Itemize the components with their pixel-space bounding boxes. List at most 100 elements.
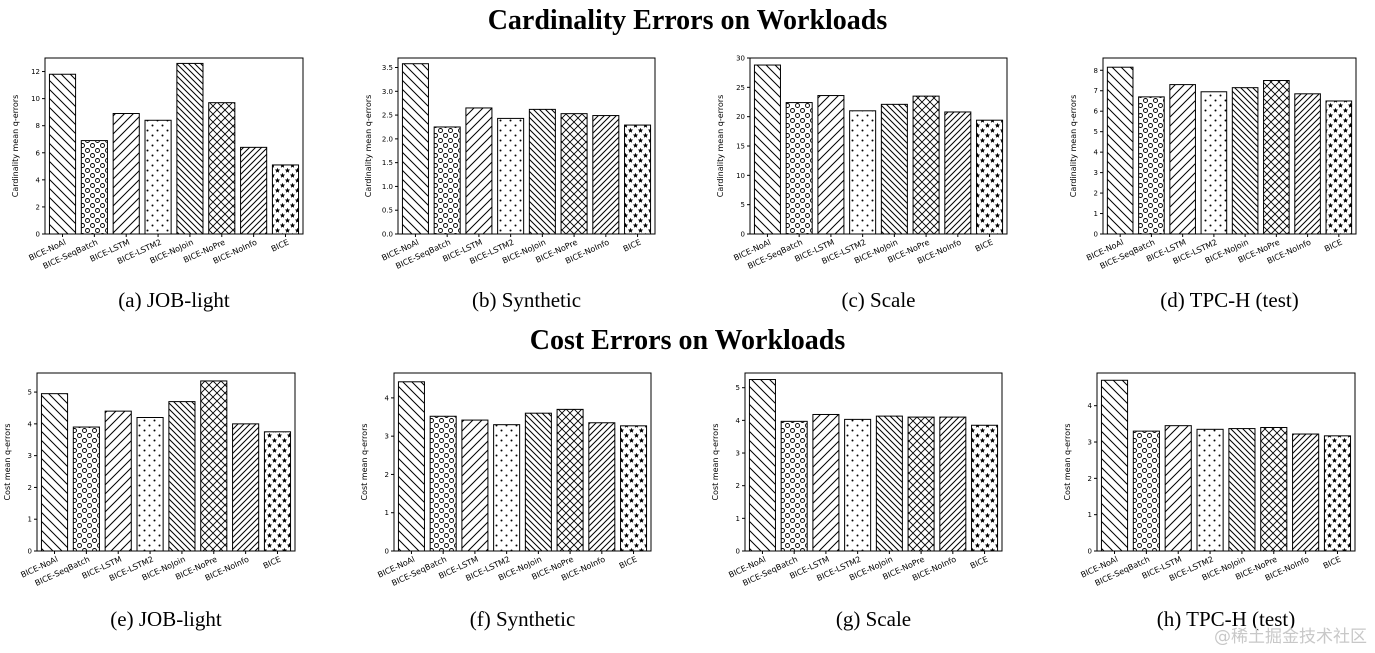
bar-chart: 012345678BICE-NoAlBICE-SeqBatchBICE-LSTM… <box>1069 57 1357 271</box>
bar-bice-seqbatch <box>429 415 457 552</box>
y-axis-label: Cardinality mean q-errors <box>716 95 725 198</box>
plot-frame <box>393 372 652 552</box>
y-tick-label: 4 <box>385 394 390 402</box>
y-tick-label: 3 <box>736 450 740 458</box>
bar-bice-noal <box>1100 379 1129 552</box>
subfigure-caption: (h) TPC-H (test) <box>1156 607 1296 631</box>
bar-bice <box>620 425 648 552</box>
bar-bice-seqbatch <box>80 140 108 235</box>
y-tick-label: 0.5 <box>382 207 393 215</box>
bar-bice <box>1323 435 1352 552</box>
chart-panel: 0.0 0.5 1.0 1.5 2.0 2.5 3.0 3.5 BICE-NoAl BICE-Se… <box>364 57 656 271</box>
plot-frame <box>44 57 304 235</box>
y-tick-label: 5 <box>736 384 740 392</box>
x-tick-label: BICE <box>262 555 283 571</box>
plot-frame <box>1096 372 1356 552</box>
subfigure-caption: (g) Scale <box>835 607 912 631</box>
y-tick-label: 6 <box>1094 108 1099 116</box>
y-tick-label: 2 <box>1088 475 1092 483</box>
bar-bice-nojoin <box>176 62 204 235</box>
bar-bice-seqbatch <box>780 420 808 552</box>
bar-bice-lstm <box>461 419 489 552</box>
y-tick-label: 5 <box>741 201 745 209</box>
bar-bice <box>624 124 652 235</box>
bar-bice-nojoin <box>875 415 903 552</box>
bar-bice-lstm <box>1169 84 1196 235</box>
y-tick-label: 1 <box>1094 210 1098 218</box>
y-tick-label: 2.5 <box>382 112 393 120</box>
y-tick-label: 8 <box>1094 67 1098 75</box>
plot-frame <box>744 372 1003 552</box>
chart-panel: 0 1 2 3 4 BICE-NoAl BICE-SeqBatch BICE-LSTM BICE… <box>1063 372 1356 588</box>
bar-chart: 01234BICE-NoAlBICE-SeqBatchBICE-LSTMBICE… <box>1063 372 1356 588</box>
plot-frame <box>36 372 296 552</box>
y-tick-label: 2 <box>28 484 32 492</box>
bar-bice-noal <box>401 63 429 235</box>
bar-bice-nojoin <box>528 108 556 235</box>
y-tick-label: 3 <box>28 452 32 460</box>
bar-bice-nojoin <box>524 412 552 552</box>
y-tick-label: 1 <box>1088 511 1092 519</box>
y-axis-label: Cardinality mean q-errors <box>1069 95 1078 198</box>
x-tick-label: BICE <box>618 555 639 571</box>
y-tick-label: 0 <box>36 231 40 239</box>
bar-bice-noal <box>48 73 77 235</box>
bar-bice-noal <box>1106 66 1134 235</box>
bar-bice-seqbatch <box>1132 430 1160 552</box>
bar-bice-nopre <box>1263 80 1290 235</box>
bar-bice-lstm <box>112 113 140 235</box>
y-axis-label: Cardinality mean q-errors <box>11 95 20 198</box>
bar-bice-nojoin <box>1228 428 1256 552</box>
y-tick-label: 3 <box>1094 169 1098 177</box>
bar-bice-nopre <box>208 102 236 235</box>
bar-bice-nopre <box>556 408 584 552</box>
subfigure-caption: (c) Scale <box>841 288 916 312</box>
bar-chart: 012345BICE-NoAlBICE-SeqBatchBICE-LSTMBIC… <box>3 372 296 588</box>
bar-bice-lstm2 <box>849 110 877 235</box>
y-tick-label: 6 <box>36 149 41 157</box>
bar-bice-lstm <box>1164 425 1192 552</box>
y-tick-label: 7 <box>1094 87 1098 95</box>
y-tick-label: 0 <box>1088 548 1092 556</box>
x-tick-label: BICE <box>622 238 643 254</box>
y-tick-label: 5 <box>28 389 32 397</box>
bar-chart: 01234BICE-NoAlBICE-SeqBatchBICE-LSTMBICE… <box>360 372 652 588</box>
subfigure-caption: (f) Synthetic <box>469 607 576 631</box>
bar-bice-noinfo <box>944 111 972 235</box>
y-axis-label: Cost mean q-errors <box>3 423 12 500</box>
y-tick-label: 15 <box>736 143 745 151</box>
bar-bice-noinfo <box>232 423 260 552</box>
y-tick-label: 4 <box>1094 149 1099 157</box>
bar-bice-noinfo <box>939 416 967 552</box>
y-tick-label: 0.0 <box>382 231 393 239</box>
bar-bice-seqbatch <box>433 126 461 235</box>
bar-bice-lstm2 <box>497 117 525 235</box>
subfigure-caption: (a) JOB-light <box>118 288 230 312</box>
y-tick-label: 10 <box>31 95 40 103</box>
subfigure-caption: (b) Synthetic <box>471 288 582 312</box>
x-tick-label: BICE <box>1322 555 1343 571</box>
bar-bice <box>976 119 1004 235</box>
x-tick-label: BICE <box>974 238 995 254</box>
bar-bice-lstm2 <box>844 418 872 552</box>
y-tick-label: 25 <box>736 84 745 92</box>
y-tick-label: 12 <box>31 68 40 76</box>
x-tick-label: BICE <box>270 238 291 254</box>
bar-bice-lstm2 <box>1196 428 1224 552</box>
y-tick-label: 3 <box>1088 439 1092 447</box>
bar-chart: 012345BICE-NoAlBICE-SeqBatchBICE-LSTMBIC… <box>711 372 1003 588</box>
bar-bice-noinfo <box>592 115 620 235</box>
y-tick-label: 1.0 <box>382 183 393 191</box>
bar-bice-lstm2 <box>136 417 164 552</box>
y-tick-label: 1 <box>28 516 32 524</box>
y-axis-label: Cost mean q-errors <box>711 423 720 500</box>
y-tick-label: 30 <box>736 55 745 63</box>
x-tick-label: BICE <box>1323 238 1344 254</box>
x-tick-label: BICE <box>969 555 990 571</box>
bar-bice-lstm <box>465 107 493 235</box>
bar-bice-nopre <box>200 380 228 552</box>
y-tick-label: 0 <box>736 548 740 556</box>
bar-bice-nopre <box>560 113 588 235</box>
y-tick-label: 4 <box>28 420 33 428</box>
y-axis-label: Cost mean q-errors <box>1063 423 1072 500</box>
